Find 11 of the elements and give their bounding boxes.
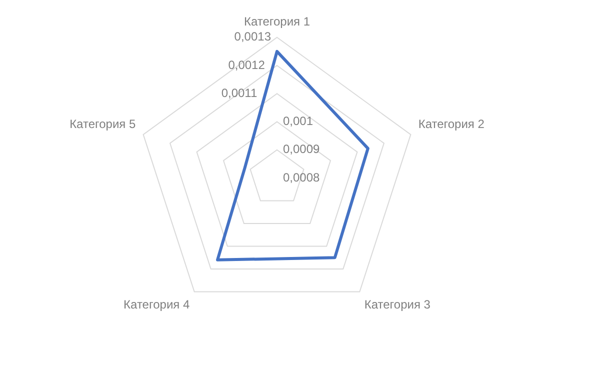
- spoke-label: Категория 2: [418, 117, 485, 132]
- spoke-label: Категория 5: [70, 117, 136, 132]
- y-tick-label: 0,0009: [283, 142, 320, 156]
- spoke-label: Категория 4: [124, 298, 190, 312]
- y-tick-label: 0,0011: [221, 86, 258, 100]
- spoke-label: Категория 1: [244, 14, 310, 29]
- y-tick-label: 0,0013: [234, 30, 272, 44]
- y-tick-label: 0,001: [283, 114, 314, 128]
- y-tick-label: 0,0012: [228, 58, 266, 72]
- y-tick-label: 0,0008: [283, 170, 320, 184]
- spoke-label: Категория 3: [364, 298, 431, 312]
